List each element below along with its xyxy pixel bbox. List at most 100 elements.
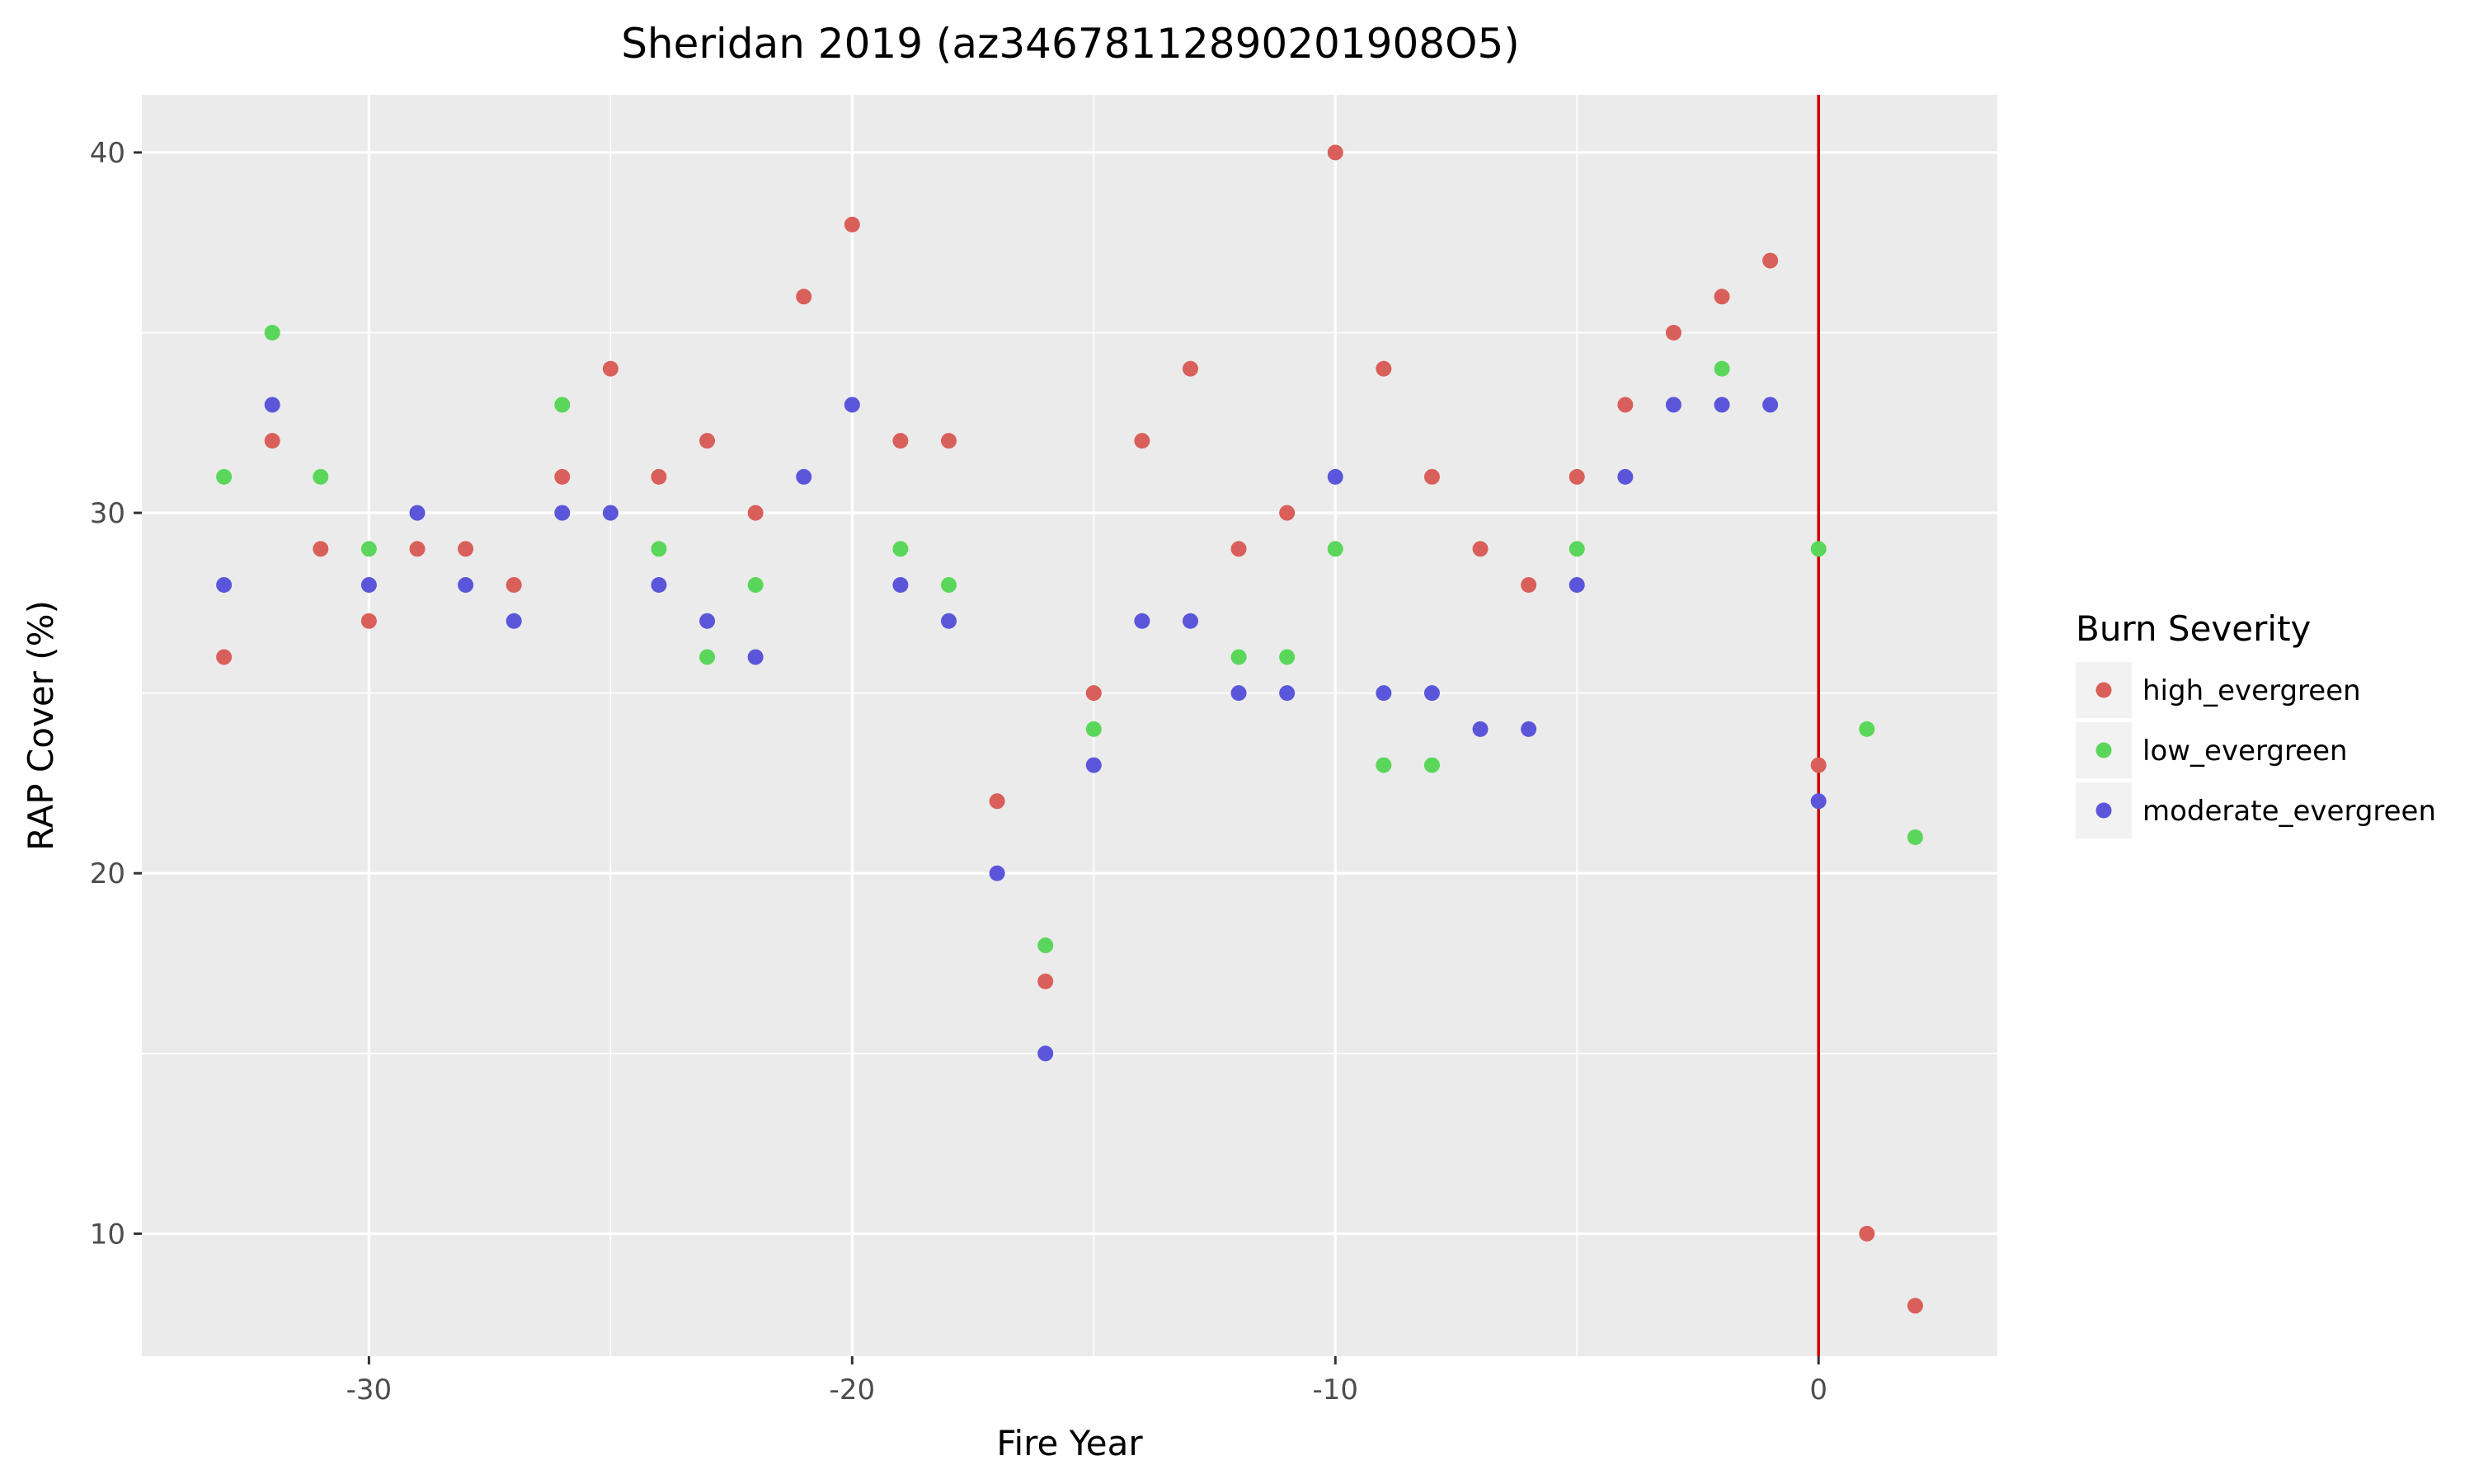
data-point [1472, 721, 1489, 737]
data-point [892, 577, 909, 594]
data-point [360, 577, 377, 594]
data-point [409, 541, 426, 557]
x-axis-title: Fire Year [996, 1423, 1143, 1463]
data-point [1810, 793, 1827, 810]
data-point [796, 289, 812, 305]
data-point [554, 468, 571, 485]
data-point [1230, 541, 1247, 557]
data-point [1134, 433, 1150, 449]
data-point [1665, 325, 1681, 341]
data-point [892, 541, 909, 557]
y-tick-label: 30 [90, 497, 125, 530]
legend-item: low_evergreen [2076, 722, 2348, 778]
data-point [651, 541, 667, 557]
data-point [941, 433, 957, 449]
data-point [651, 577, 667, 594]
data-point [216, 649, 233, 665]
data-point [1521, 577, 1537, 594]
y-axis-title: RAP Cover (%) [21, 600, 61, 851]
plot-panel [142, 95, 1997, 1356]
data-point [264, 433, 280, 449]
y-tick-label: 20 [90, 857, 125, 890]
data-point [844, 397, 860, 413]
data-point [1617, 397, 1634, 413]
data-point [1085, 721, 1102, 737]
data-point [1859, 1225, 1875, 1242]
data-point [1037, 1045, 1054, 1062]
data-point [1376, 685, 1392, 702]
data-point [747, 577, 764, 594]
legend-label: moderate_evergreen [2142, 795, 2436, 828]
data-point [216, 577, 233, 594]
data-point [1762, 397, 1779, 413]
data-point [1569, 468, 1585, 485]
data-point [747, 505, 764, 521]
data-point [1907, 1298, 1923, 1314]
data-point [989, 793, 1005, 810]
data-point [1182, 613, 1198, 629]
y-tick-label: 10 [90, 1218, 125, 1251]
data-point [554, 505, 571, 521]
data-point [1859, 721, 1875, 737]
axis-ticks: -30 -20 -10 0 10 20 30 40 [90, 137, 1827, 1407]
data-point [699, 433, 716, 449]
legend-marker [2095, 742, 2112, 758]
legend-item: moderate_evergreen [2076, 782, 2436, 838]
data-point [1134, 613, 1150, 629]
data-point [941, 577, 957, 594]
grid-minor [142, 95, 1997, 1356]
data-point [1762, 252, 1779, 269]
data-point [1327, 144, 1343, 161]
data-point [1085, 685, 1102, 702]
data-point [264, 397, 280, 413]
data-point [1376, 360, 1392, 377]
data-point [1714, 397, 1730, 413]
data-point [1037, 973, 1054, 989]
data-point [892, 433, 909, 449]
data-point [1907, 829, 1923, 846]
x-tick-label: -20 [830, 1374, 876, 1407]
legend: Burn Severity high_evergreen low_evergree… [2076, 608, 2436, 838]
legend-label: high_evergreen [2142, 674, 2361, 707]
data-point [360, 541, 377, 557]
data-point [409, 505, 426, 521]
data-point [506, 577, 522, 594]
legend-item: high_evergreen [2076, 662, 2361, 718]
data-point [1423, 685, 1440, 702]
data-point [796, 468, 812, 485]
data-point [844, 216, 860, 232]
data-point [1327, 541, 1343, 557]
data-point [1569, 541, 1585, 557]
data-point [1376, 757, 1392, 773]
data-point [1810, 757, 1827, 773]
legend-marker [2095, 802, 2112, 819]
data-point [1230, 649, 1247, 665]
data-point [699, 649, 716, 665]
data-point [602, 505, 618, 521]
series-low_evergreen [216, 325, 1923, 954]
data-point [699, 613, 716, 629]
chart-title: Sheridan 2019 (az34678112890201908O5) [621, 20, 1520, 68]
data-point [1423, 757, 1440, 773]
data-point [1327, 468, 1343, 485]
series-moderate_evergreen [216, 397, 1827, 1062]
data-point [1085, 757, 1102, 773]
data-point [1472, 541, 1489, 557]
data-point [989, 865, 1005, 881]
data-point [264, 325, 280, 341]
legend-marker [2095, 682, 2112, 698]
data-point [313, 541, 329, 557]
data-point [1617, 468, 1634, 485]
data-point [1230, 685, 1247, 702]
data-point [1714, 360, 1730, 377]
data-point [360, 613, 377, 629]
data-point [1182, 360, 1198, 377]
x-tick-label: -30 [346, 1374, 393, 1407]
data-point [1665, 397, 1681, 413]
data-point [651, 468, 667, 485]
data-point [1423, 468, 1440, 485]
data-point [1279, 649, 1296, 665]
data-point [216, 468, 233, 485]
data-point [458, 577, 474, 594]
